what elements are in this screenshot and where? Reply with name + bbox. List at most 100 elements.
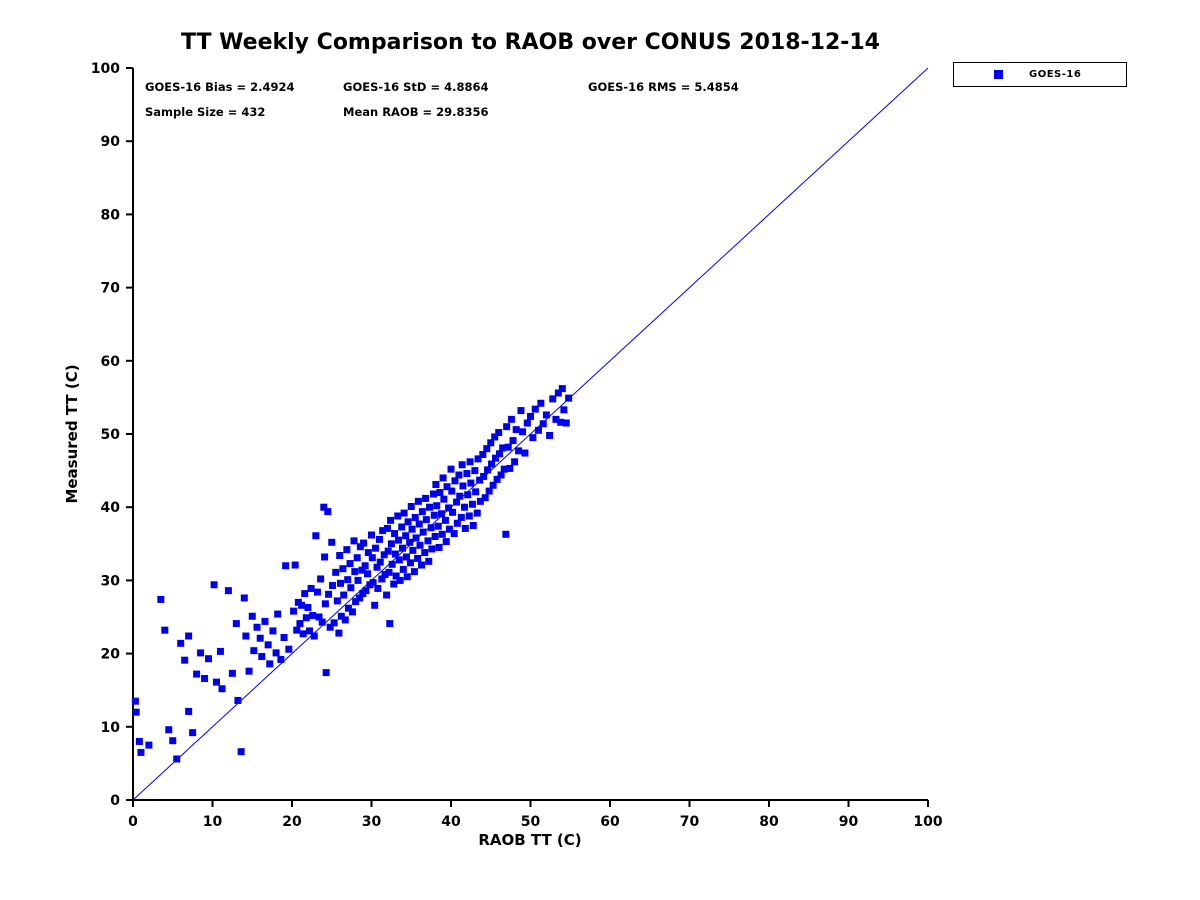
data-point-marker [558,385,566,393]
x-tick-label: 100 [913,814,942,830]
data-point-marker [277,655,285,663]
data-point-marker [330,619,338,627]
data-point-marker [375,535,383,543]
data-point-marker [383,591,391,599]
data-point-marker [493,475,501,483]
data-point-marker [258,653,266,661]
data-point-marker [531,405,539,413]
data-point-marker [549,395,557,403]
data-point-marker [343,546,351,554]
data-point-marker [368,531,375,539]
data-point-marker [484,466,492,474]
chart-title: TT Weekly Comparison to RAOB over CONUS … [181,30,880,55]
data-point-marker [395,536,403,544]
data-point-marker [299,630,307,638]
data-point-marker [131,697,139,705]
data-point-marker [438,530,446,538]
data-point-marker [157,595,165,603]
data-point-marker [491,433,499,441]
data-point-marker [474,455,482,463]
data-point-marker [310,632,318,640]
data-point-marker [228,669,236,677]
data-point-marker [430,511,438,519]
data-point-marker [485,487,493,495]
y-tick-label: 30 [101,573,121,589]
data-point-marker [350,537,358,545]
data-point-marker [435,543,443,551]
data-point-marker [434,522,442,530]
data-point-marker [326,623,334,631]
data-point-marker [461,524,469,532]
data-point-marker [449,508,457,516]
data-point-marker [390,580,398,588]
data-point-marker [368,554,376,562]
data-point-marker [407,502,415,510]
data-point-marker [427,524,435,532]
data-point-marker [185,632,193,640]
data-point-marker [500,465,508,473]
data-point-marker [495,429,503,437]
data-point-marker [504,443,512,451]
data-point-marker [445,525,453,533]
data-point-marker [336,552,344,560]
data-point-marker [371,601,379,609]
data-point-marker [353,554,361,562]
data-point-marker [406,538,414,546]
data-point-marker [321,553,329,561]
stat-sample-size: Sample Size = 432 [145,105,266,119]
data-point-marker [337,612,345,620]
data-point-marker [430,490,438,498]
data-point-marker [305,627,313,635]
data-point-marker [205,655,213,663]
data-point-marker [132,708,140,716]
data-point-marker [333,597,341,605]
data-point-marker [250,647,258,655]
data-point-marker [562,419,570,427]
data-point-marker [399,544,407,552]
data-point-marker [464,491,472,499]
data-point-marker [341,616,349,624]
data-point-marker [280,633,288,641]
data-point-marker [240,594,248,602]
data-point-marker [529,434,537,442]
data-point-marker [218,685,226,693]
data-point-marker [539,420,547,428]
data-point-marker [422,494,430,502]
data-point-marker [185,707,193,715]
x-tick-label: 90 [839,814,859,830]
data-point-marker [161,626,169,634]
data-point-marker [489,481,497,489]
stat-bias: GOES-16 Bias = 2.4924 [145,80,295,94]
data-point-marker [301,590,309,598]
data-point-marker [424,537,432,545]
data-point-marker [398,523,406,531]
data-point-marker [453,519,461,527]
data-point-marker [324,508,332,516]
data-point-marker [344,576,352,584]
data-point-marker [463,470,471,478]
data-point-marker [298,601,306,609]
data-point-marker [291,561,299,569]
x-tick-label: 50 [521,814,541,830]
data-point-marker [507,415,515,423]
data-point-marker [546,431,554,439]
x-tick-label: 80 [759,814,779,830]
data-point-marker [542,411,550,419]
data-point-marker [512,426,520,434]
data-point-marker [352,598,360,606]
data-point-marker [336,579,344,587]
data-point-marker [396,576,404,584]
data-point-marker [313,588,321,596]
data-point-marker [403,573,411,581]
data-point-marker [274,610,282,618]
data-point-marker [379,527,387,535]
data-point-marker [395,556,403,564]
data-point-marker [467,479,475,487]
x-tick-label: 0 [128,814,138,830]
data-point-marker [409,546,417,554]
y-tick-label: 10 [101,720,121,736]
x-tick-label: 20 [282,814,302,830]
data-point-marker [177,639,185,647]
